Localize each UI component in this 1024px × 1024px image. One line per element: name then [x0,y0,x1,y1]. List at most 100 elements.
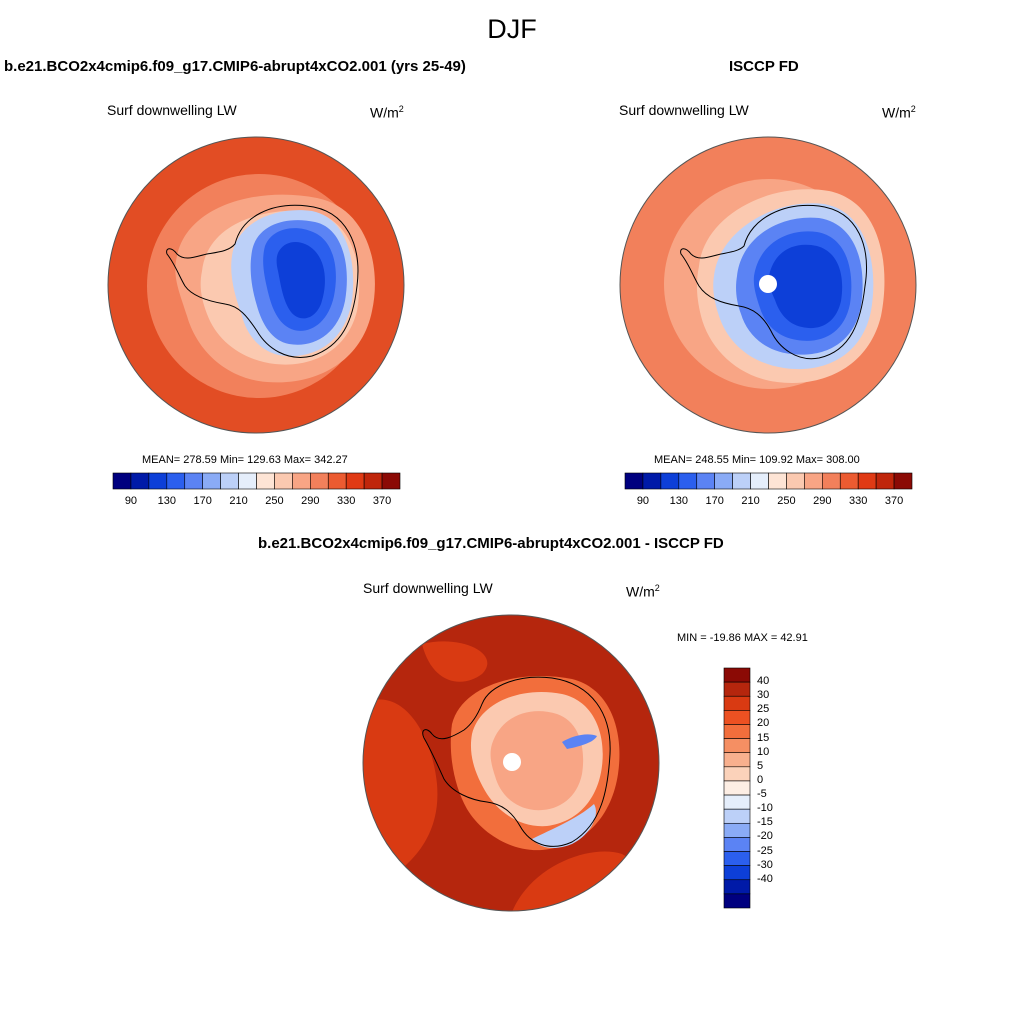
variable-label-obs: Surf downwelling LW [619,102,749,118]
polar-map-model [107,136,405,434]
colorbar-swatch [768,472,787,490]
ice-core [768,244,843,329]
colorbar-swatch [857,472,877,490]
colorbar-swatch [381,472,401,490]
colorbar-swatch [363,472,383,490]
colorbar-tick-label: 210 [229,495,248,507]
map-rim [619,136,917,434]
units-label-diff: W/m2 [626,583,660,600]
colorbar-swatch [723,822,751,838]
units-exponent: 2 [654,583,660,593]
colorbar-swatch [723,738,751,754]
colorbar-swatch [839,472,859,490]
ice-core [276,241,325,319]
colorbar-swatch [256,472,275,490]
colorbar-swatch [723,752,751,768]
colorbar-swatch [723,808,751,824]
colorbar-tick-label: 370 [372,495,392,507]
colorbar-swatch [723,780,751,796]
diff-region-north [422,641,488,682]
colorbar-tick-label: 20 [757,717,770,730]
polar-map-obs [619,136,917,434]
colorbar-swatch [804,472,823,490]
panel-title-diff: b.e21.BCO2x4cmip6.f09_g17.CMIP6-abrupt4x… [258,535,724,552]
units-base: W/m [626,583,655,600]
colorbar-swatch [310,472,329,490]
stats-diff: MIN = -19.86 MAX = 42.91 [677,632,808,644]
colorbar-tick-label: 90 [636,495,650,507]
colorbar-tick-label: 250 [777,495,796,507]
colorbar-swatch [723,710,751,725]
colorbar-tick-label: 290 [301,495,320,507]
units-exponent: 2 [910,104,916,114]
colorbar-tick-label: 30 [757,689,770,702]
colorbar-swatch [723,794,751,810]
colorbar-swatch [660,472,680,490]
colorbar-swatch [202,472,221,490]
coastline [680,204,867,360]
diff-negative-core [562,734,597,749]
stats-obs: MEAN= 248.55 Min= 109.92 Max= 308.00 [654,454,860,466]
colorbar-swatch [130,472,150,490]
colorbar-swatch [723,681,751,697]
colorbar-swatch [292,472,311,490]
colorbar-tick-label: 290 [813,495,832,507]
colorbar-swatch [875,472,895,490]
colorbar-tick-label: 370 [884,495,904,507]
colorbar-swatch [723,667,751,683]
colorbar-tick-label: -15 [757,816,773,829]
colorbar-tick-label: -20 [757,830,773,843]
colorbar-swatch [220,472,239,490]
colorbar-tick-label: 0 [757,773,764,786]
colorbar-tick-label: 250 [265,495,284,507]
variable-label-diff: Surf downwelling LW [363,580,493,596]
polar-hole [759,275,777,293]
colorbar-tick-label: 25 [757,703,770,716]
colorbar-tick-label: 170 [193,495,212,507]
colorbar-diff [723,667,751,909]
colorbar-tick-label: 90 [124,495,138,507]
colorbar-swatch [274,472,293,490]
colorbar-obs [624,472,913,490]
figure-title: DJF [487,14,537,44]
colorbar-tick-label: 5 [757,759,764,772]
colorbar-swatch [238,472,257,490]
colorbar-swatch [732,472,751,490]
map-rim [362,614,660,912]
colorbar-swatch [723,695,751,711]
colorbar-swatch [723,766,751,782]
colorbar-swatch [148,472,168,490]
diff-land-streak [490,711,584,811]
colorbar-swatch [714,472,733,490]
colorbar-swatch [166,472,186,490]
panel-title-model: b.e21.BCO2x4cmip6.f09_g17.CMIP6-abrupt4x… [4,58,466,75]
colorbar-tick-label: 40 [757,675,770,688]
colorbar-swatch [723,893,751,909]
colorbar-swatch [345,472,365,490]
colorbar-swatch [723,865,751,881]
units-exponent: 2 [398,104,404,114]
colorbar-tick-label: -25 [757,844,773,857]
units-base: W/m [370,104,399,121]
coastline [166,204,359,358]
colorbar-model [112,472,401,490]
colorbar-tick-label: 330 [849,495,868,507]
colorbar-tick-label: 130 [157,495,176,507]
colorbar-swatch [624,472,644,490]
colorbar-swatch [750,472,769,490]
colorbar-swatch [822,472,841,490]
polar-map-diff [362,614,660,912]
stats-model: MEAN= 278.59 Min= 129.63 Max= 342.27 [142,454,348,466]
colorbar-tick-label: -5 [757,788,767,801]
colorbar-tick-label: 330 [337,495,356,507]
colorbar-tick-label: 130 [669,495,688,507]
coastline [422,676,611,847]
colorbar-swatch [786,472,805,490]
colorbar-tick-label: 15 [757,731,770,744]
colorbar-tick-label: 10 [757,745,770,758]
colorbar-swatch [696,472,715,490]
units-base: W/m [882,104,911,121]
colorbar-tick-label: 210 [741,495,760,507]
colorbar-swatch [723,724,751,739]
colorbar-swatch [723,837,751,852]
